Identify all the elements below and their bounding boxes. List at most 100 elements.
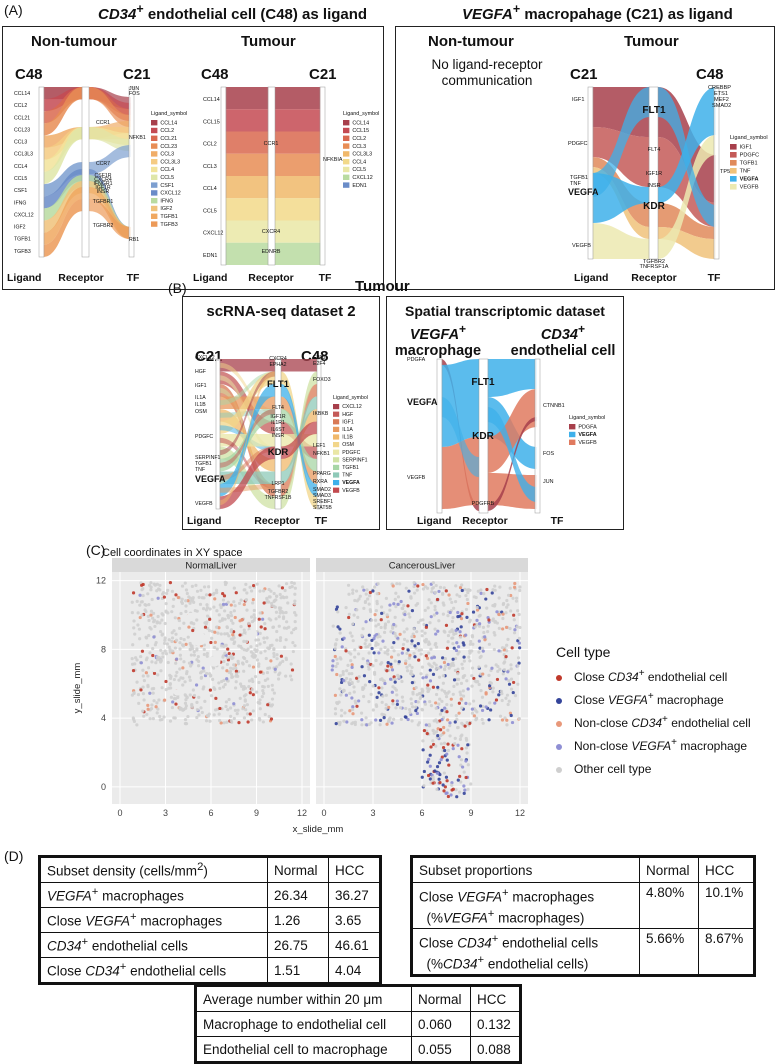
cell-point xyxy=(452,678,457,682)
cell-point xyxy=(135,680,139,684)
cell-point xyxy=(410,701,414,706)
cell-point xyxy=(455,677,459,681)
cell-point xyxy=(264,656,268,661)
cell-point xyxy=(225,720,229,724)
cell-point xyxy=(429,647,433,651)
axis-label: Ligand xyxy=(7,272,41,284)
cell-point xyxy=(466,601,470,606)
ligand-label: CSF1 xyxy=(14,188,27,194)
cell-point xyxy=(371,589,375,593)
row-label: Endothelial cell to macrophage xyxy=(195,1036,412,1063)
cell-point xyxy=(505,598,509,603)
cell-point xyxy=(497,693,501,697)
cell-point xyxy=(500,698,504,703)
cell-point xyxy=(491,686,495,690)
cell-point xyxy=(239,598,243,602)
cell-point xyxy=(184,704,188,708)
cell-point xyxy=(284,638,288,642)
cell-point xyxy=(195,589,200,593)
legend-sup: + xyxy=(671,737,677,748)
x-tick-label: 12 xyxy=(297,808,307,818)
table-row: Macrophage to endothelial cell 0.060 0.132 xyxy=(195,1011,521,1037)
cell-point xyxy=(361,585,365,589)
cell-point xyxy=(509,609,513,613)
legend-swatch xyxy=(730,168,737,174)
cell-point xyxy=(434,663,438,667)
cell-point xyxy=(386,660,390,665)
cell-point xyxy=(130,611,134,615)
cell-point xyxy=(155,589,159,593)
cell-point xyxy=(232,702,236,706)
cell-point xyxy=(289,662,293,666)
cell-point xyxy=(458,774,462,778)
ligand-label: TGFB1 xyxy=(195,461,212,467)
cell-point xyxy=(136,693,141,697)
cell-point xyxy=(515,596,519,600)
legend-dot xyxy=(556,697,562,704)
cell-point xyxy=(475,605,479,610)
cell-point xyxy=(141,692,146,696)
legend-swatch xyxy=(151,135,158,141)
cell-point xyxy=(162,715,166,719)
cell-point xyxy=(492,647,496,652)
stratum-bar xyxy=(316,358,322,510)
legend-label: TGFB1 xyxy=(342,465,359,471)
cell-point xyxy=(421,748,425,752)
cell-point xyxy=(414,709,418,713)
cell-point xyxy=(458,737,463,741)
cell-point xyxy=(449,697,453,701)
cell-point xyxy=(211,677,215,681)
cell-point xyxy=(452,646,456,650)
cell-point xyxy=(412,634,416,639)
cell-point xyxy=(225,669,229,673)
cell-point xyxy=(493,584,497,588)
cell-point xyxy=(269,659,273,663)
cell-point xyxy=(190,702,194,707)
cell-point xyxy=(405,627,409,631)
cell-point xyxy=(181,683,185,687)
cell-point xyxy=(278,638,282,643)
legend-gene: CD34 xyxy=(631,716,663,730)
cell-point xyxy=(416,642,420,646)
cell-point xyxy=(446,662,450,667)
cell-point xyxy=(277,663,281,667)
cell-point xyxy=(450,783,454,787)
ligand-label: PDGFC xyxy=(195,434,213,440)
cell-point xyxy=(496,669,500,673)
cell-point xyxy=(432,661,436,665)
cell-point xyxy=(455,682,459,686)
cell-point xyxy=(149,588,153,592)
cell-point xyxy=(267,666,272,670)
receptor-label: TGFBR1 xyxy=(93,199,114,205)
cell-point xyxy=(404,706,408,711)
cell-point xyxy=(251,693,255,697)
cell-point xyxy=(427,651,431,655)
cell-point xyxy=(223,632,227,636)
cell-point xyxy=(212,605,216,609)
x-tick-label: 6 xyxy=(419,808,424,818)
cell-point xyxy=(443,664,448,668)
cell-point xyxy=(425,656,430,660)
cell-point xyxy=(512,631,517,635)
cell-point xyxy=(360,718,364,722)
cell-point xyxy=(371,664,375,668)
cell-point xyxy=(156,707,160,711)
cell-point xyxy=(421,739,425,743)
cell-point xyxy=(191,688,195,692)
cell-point xyxy=(251,601,255,605)
cell-point xyxy=(373,585,377,589)
legend-label: TGFB1 xyxy=(160,214,177,220)
cell-point xyxy=(345,669,349,673)
cell-point xyxy=(155,621,159,625)
cell-point xyxy=(221,602,226,606)
cell-point xyxy=(457,645,461,649)
cell-point xyxy=(257,662,261,666)
cell-point xyxy=(492,631,496,635)
cell-point xyxy=(281,659,285,663)
cell-point xyxy=(238,633,242,637)
cell-point xyxy=(465,679,469,683)
cell-point xyxy=(461,675,465,680)
cell-point xyxy=(498,714,503,718)
cell-point xyxy=(441,745,446,750)
